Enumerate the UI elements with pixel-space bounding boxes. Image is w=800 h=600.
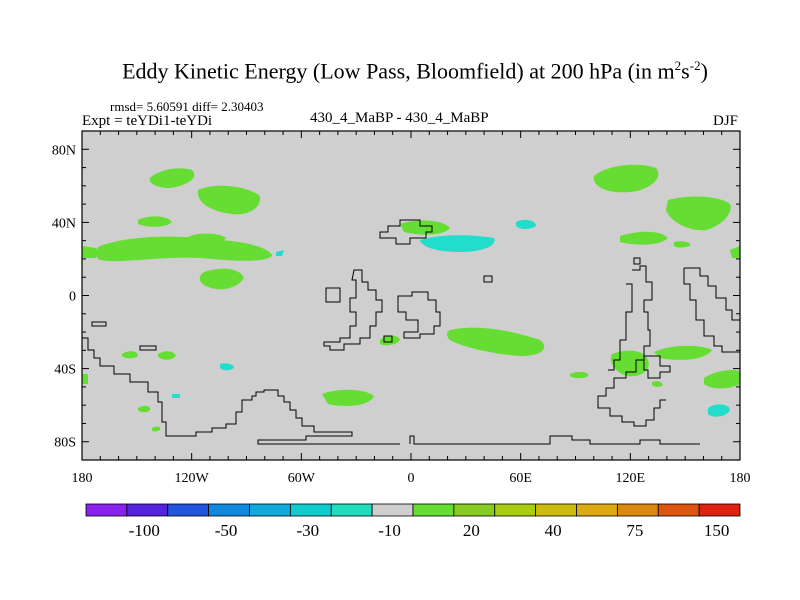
- coastline: [483, 275, 493, 283]
- colorbar-label: 40: [545, 521, 562, 540]
- anomaly-patch: [122, 351, 138, 359]
- colorbar-swatch: [289, 503, 332, 517]
- coastline: [397, 291, 441, 339]
- anomaly-patch: [158, 351, 176, 360]
- latitude-labels: 80N 40N 0 40S 80S: [52, 143, 76, 450]
- rmsd-diff-stats: rmsd= 5.60591 diff= 2.30403: [110, 99, 264, 114]
- colorbar-swatch: [616, 503, 659, 517]
- coastline: [409, 435, 700, 445]
- anomaly-patch: [138, 216, 172, 227]
- coastline: [325, 287, 341, 303]
- anomaly-patch: [620, 231, 668, 245]
- anomaly-patch: [82, 246, 96, 258]
- lon-label: 180: [72, 471, 93, 486]
- anomaly-patch: [730, 246, 740, 258]
- colorbar-swatch: [535, 503, 577, 517]
- lat-label: 80S: [54, 436, 76, 451]
- colorbar-swatch: [167, 503, 210, 517]
- anomaly-patch: [322, 389, 374, 406]
- anomaly-patch: [199, 268, 244, 290]
- coastline: [597, 265, 666, 427]
- case-label: 430_4_MaBP - 430_4_MaBP: [310, 110, 489, 126]
- colorbar-swatch: [85, 503, 128, 517]
- anomaly-patch: [674, 241, 691, 248]
- colorbar-label: 150: [704, 521, 730, 540]
- colorbar-swatch: [126, 503, 169, 517]
- anomaly-patch: [220, 363, 234, 371]
- colorbar-label: 75: [626, 521, 643, 540]
- anomaly-patch: [708, 404, 730, 417]
- anomaly-patch: [172, 394, 180, 398]
- colorbar-swatch: [576, 503, 618, 517]
- coastline: [323, 269, 383, 351]
- anomaly-patch: [516, 219, 536, 229]
- anomaly-patch: [152, 426, 161, 432]
- anomaly-patch: [400, 220, 450, 235]
- season-label: DJF: [712, 113, 738, 129]
- anomaly-patch: [570, 371, 589, 379]
- experiment-label: Expt = teYDi1-teYDi: [82, 113, 213, 129]
- coastline: [684, 267, 740, 321]
- anomaly-patch: [138, 405, 151, 413]
- colorbar-label: -100: [129, 521, 160, 540]
- anomaly-patch: [447, 327, 545, 356]
- colorbar-swatch: [453, 503, 496, 517]
- coastline: [91, 321, 107, 327]
- colorbar: [85, 503, 741, 517]
- anomaly-patch: [666, 196, 731, 231]
- anomaly-patch: [82, 374, 88, 384]
- longitude-labels: 180 120W 60W 0 60E 120E 180: [72, 471, 751, 486]
- colorbar-label: -50: [215, 521, 238, 540]
- coastline: [139, 345, 157, 351]
- anomaly-patch: [652, 381, 663, 387]
- anomaly-patch: [593, 164, 659, 193]
- anomaly-patch: [654, 345, 712, 360]
- coastline: [633, 257, 641, 265]
- plot-title: Eddy Kinetic Energy (Low Pass, Bloomfiel…: [122, 58, 708, 84]
- coastline: [379, 219, 433, 245]
- lon-label: 180: [730, 471, 751, 486]
- lat-label: 40N: [52, 216, 76, 231]
- coastline: [82, 337, 400, 445]
- colorbar-swatch: [698, 503, 741, 517]
- colorbar-label: -10: [378, 521, 401, 540]
- lat-label: 80N: [52, 143, 76, 158]
- colorbar-swatch: [208, 503, 250, 517]
- anomaly-patch: [186, 233, 226, 247]
- lon-label: 60E: [509, 471, 532, 486]
- lon-label: 120E: [616, 471, 646, 486]
- coastline-outlines: [82, 219, 740, 445]
- coastline: [643, 355, 671, 379]
- colorbar-swatch: [412, 503, 455, 517]
- colorbar-swatch: [249, 503, 291, 517]
- colorbar-swatch: [330, 503, 373, 517]
- anomaly-patch: [94, 236, 272, 262]
- lat-label: 40S: [54, 363, 76, 378]
- lat-label: 0: [69, 290, 76, 305]
- colorbar-swatch: [371, 503, 414, 517]
- lon-label: 120W: [175, 471, 210, 486]
- colorbar-labels: -100 -50 -30 -10 20 40 75 150: [129, 521, 730, 540]
- anomaly-patch: [420, 235, 495, 252]
- colorbar-label: -30: [296, 521, 319, 540]
- axis-ticks: [81, 130, 741, 461]
- coastline: [683, 268, 740, 353]
- anomaly-patch: [380, 335, 400, 346]
- negative-anomaly-regions: [172, 219, 730, 417]
- anomaly-patch: [197, 185, 261, 215]
- anomaly-patch: [704, 370, 740, 389]
- lon-label: 60W: [288, 471, 316, 486]
- colorbar-swatch: [657, 503, 700, 517]
- anomaly-patch: [276, 250, 284, 256]
- colorbar-label: 20: [463, 521, 480, 540]
- lon-label: 0: [408, 471, 415, 486]
- coastline: [608, 283, 633, 371]
- coastline: [383, 335, 393, 343]
- anomaly-patch: [149, 168, 195, 188]
- colorbar-swatch: [494, 503, 537, 517]
